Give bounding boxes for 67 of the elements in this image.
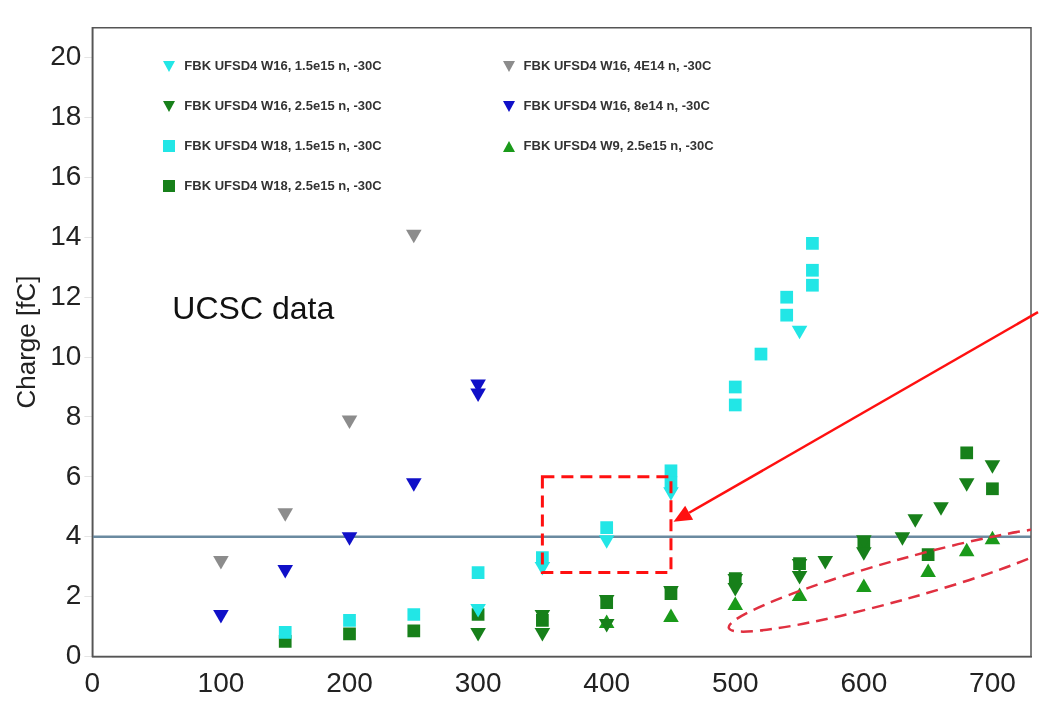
point (471, 566, 485, 579)
point (728, 398, 742, 412)
x-tick-label: 600 (840, 666, 888, 698)
annotation: UCSC data (172, 290, 335, 327)
point (856, 547, 872, 561)
y-tick-label: 4 (65, 519, 82, 551)
y-tick-label: 0 (65, 639, 82, 671)
point (958, 478, 975, 492)
point (470, 388, 486, 402)
point (470, 627, 486, 642)
point (277, 565, 294, 579)
point (817, 556, 834, 570)
point (406, 229, 422, 244)
y-tick-label: 12 (50, 279, 82, 311)
point (406, 478, 422, 492)
y-tick-label: 2 (65, 579, 82, 611)
x-tick-label: 100 (197, 666, 245, 698)
legend-label: FBK UFSD4 W9, 2.5e15 n, -30C (523, 138, 714, 154)
point (986, 482, 999, 496)
point (791, 325, 808, 340)
point (470, 604, 486, 618)
point (894, 532, 911, 546)
legend-label: FBK UFSD4 W18, 2.5e15 n, -30C (184, 178, 382, 194)
x-tick-label: 200 (326, 666, 373, 698)
point (806, 236, 819, 250)
point (598, 535, 615, 549)
point (806, 278, 819, 292)
legend-label: FBK UFSD4 W16, 2.5e15 n, -30C (184, 98, 382, 114)
point (534, 627, 551, 642)
point (278, 626, 292, 639)
legend-label: FBK UFSD4 W16, 4E14 n, -30C (523, 58, 712, 74)
point (213, 556, 229, 570)
point (907, 514, 924, 528)
point (277, 508, 294, 522)
point (213, 609, 229, 624)
y-tick-label: 10 (50, 339, 82, 371)
y-tick-label: 20 (50, 40, 82, 72)
x-tick-label: 300 (454, 666, 502, 698)
x-tick-label: 500 (711, 666, 759, 698)
point (791, 571, 808, 585)
point (780, 308, 794, 322)
x-tick-label: 400 (583, 666, 631, 698)
point (407, 608, 421, 621)
point (407, 624, 421, 638)
point (343, 627, 356, 641)
y-tick-label: 8 (65, 399, 82, 431)
x-tick-label: 700 (969, 666, 1016, 698)
y-tick-label: 16 (50, 160, 82, 192)
point (933, 502, 949, 516)
point (343, 614, 356, 627)
y-tick-label: 14 (50, 220, 82, 252)
legend-label: FBK UFSD4 W16, 1.5e15 n, -30C (184, 58, 382, 74)
y-tick-label: 18 (50, 100, 82, 132)
y-axis-title: Charge [fC] (10, 275, 41, 409)
legend-label: FBK UFSD4 W18, 1.5e15 n, -30C (184, 138, 382, 154)
legend-label: FBK UFSD4 W16, 8e14 n, -30C (523, 98, 710, 114)
point (598, 618, 615, 633)
point (727, 583, 744, 597)
point (780, 290, 794, 304)
point (728, 380, 742, 394)
point (341, 415, 358, 429)
point (984, 460, 1001, 474)
y-tick-label: 6 (65, 459, 82, 491)
point (341, 532, 358, 546)
point (600, 521, 614, 535)
point (806, 263, 819, 277)
point (960, 446, 974, 460)
